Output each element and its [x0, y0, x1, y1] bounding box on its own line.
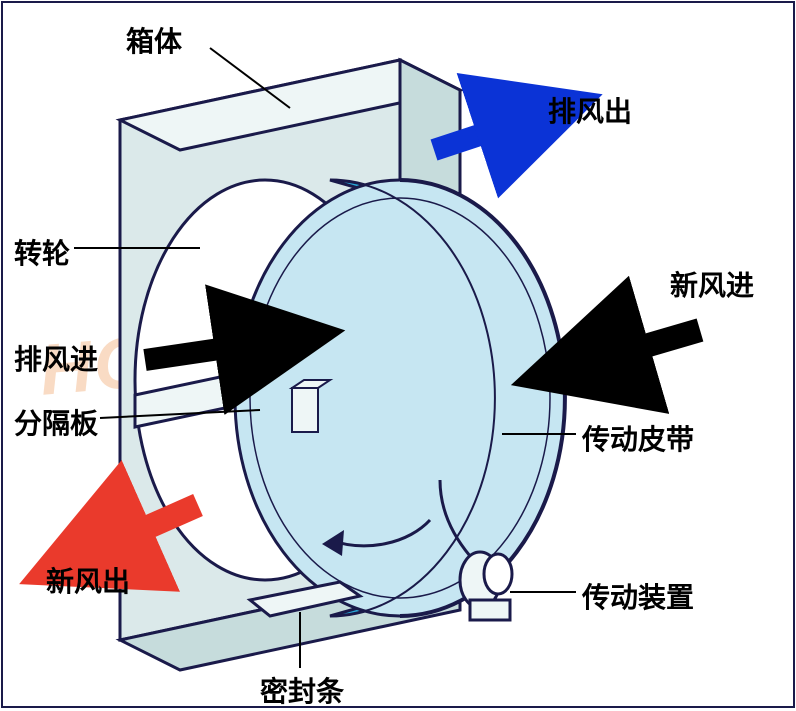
- label-divider: 分隔板: [14, 402, 98, 442]
- label-wheel: 转轮: [14, 232, 70, 272]
- diagram-canvas: HOUSEWELL: [0, 0, 796, 711]
- label-exhaust-out: 排风出: [548, 90, 632, 130]
- rotary-wheel: [235, 180, 565, 616]
- label-housing: 箱体: [126, 20, 182, 60]
- label-drive: 传动装置: [582, 576, 694, 616]
- drive-unit: [460, 552, 512, 620]
- label-seal: 密封条: [260, 670, 344, 710]
- label-belt: 传动皮带: [582, 418, 694, 458]
- label-fresh-out: 新风出: [46, 560, 130, 600]
- arrow-fresh-in: [580, 330, 700, 365]
- label-fresh-in: 新风进: [670, 264, 754, 304]
- label-exhaust-in: 排风进: [14, 338, 98, 378]
